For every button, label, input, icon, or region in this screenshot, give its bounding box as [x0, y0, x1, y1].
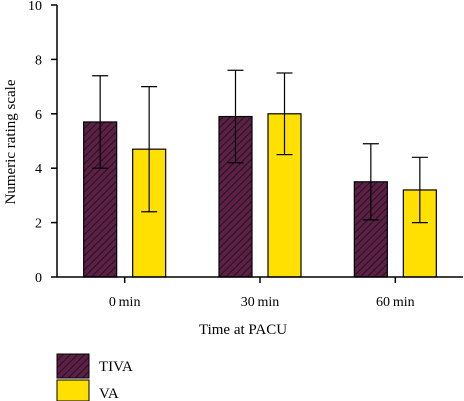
- legend: TIVA VA: [56, 353, 133, 401]
- y-axis-title: Numeric rating scale: [3, 79, 19, 204]
- y-tick-label: 10: [28, 0, 42, 14]
- x-tick-label: 30 min: [241, 295, 280, 310]
- legend-swatch-va: [56, 379, 90, 401]
- x-tick-label: 0 min: [109, 295, 141, 310]
- legend-swatch-tiva: [56, 353, 90, 379]
- y-tick-label: 6: [35, 108, 42, 123]
- y-axis-ticks: 0 2 4 6 8 10: [28, 0, 57, 286]
- y-tick-label: 2: [35, 217, 42, 232]
- x-axis-title: Time at PACU: [199, 322, 287, 338]
- y-tick-label: 8: [35, 53, 42, 68]
- legend-label-va: VA: [99, 386, 119, 401]
- y-tick-label: 4: [35, 162, 42, 177]
- y-tick-label: 0: [35, 271, 42, 286]
- error-bars: [92, 69, 428, 224]
- bars: [83, 113, 437, 278]
- x-tick-label: 60 min: [376, 295, 415, 310]
- legend-label-tiva: TIVA: [99, 359, 133, 375]
- x-axis-ticks: 0 min 30 min 60 min: [109, 277, 415, 310]
